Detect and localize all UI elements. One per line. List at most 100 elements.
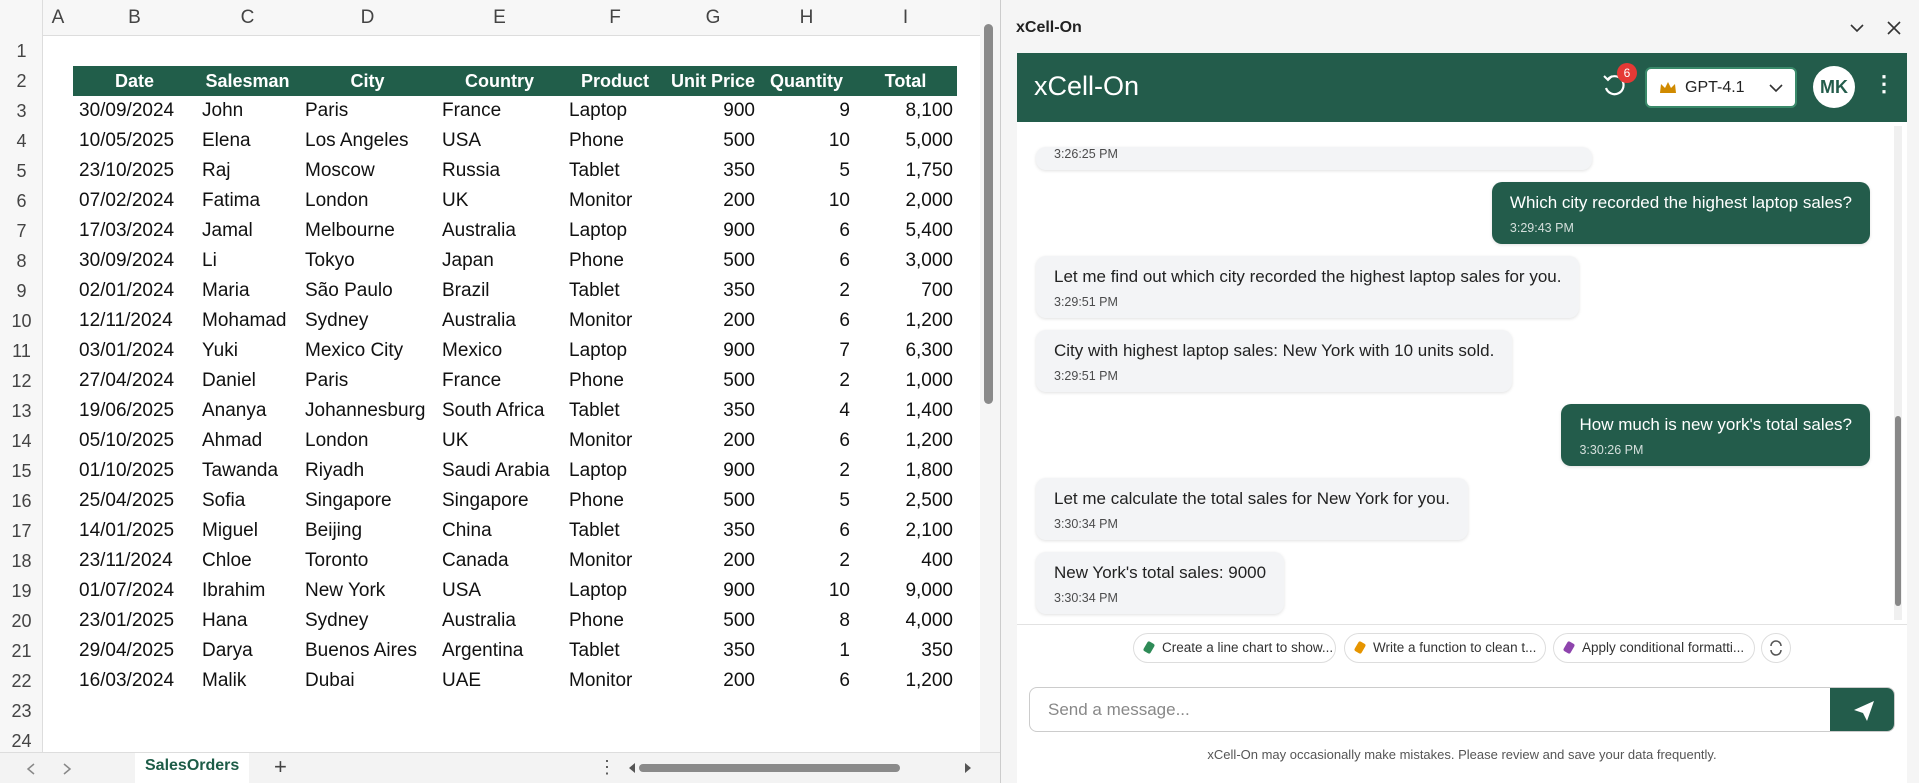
message-time: 3:30:34 PM [1054,591,1118,605]
cell: Japan [442,250,494,271]
horizontal-scrollbar[interactable] [627,762,973,774]
avatar[interactable]: MK [1813,66,1855,108]
row-number: 1 [16,41,27,61]
cell: 9 [839,100,850,121]
row-number: 7 [16,221,27,241]
cell: 7 [839,340,850,361]
cell: Saudi Arabia [442,460,550,481]
message-time: 3:26:25 PM [1054,147,1118,161]
cell: 900 [723,460,755,481]
column-letter: G [705,7,721,28]
cell: 10 [828,130,850,151]
vertical-scrollbar[interactable] [980,0,1000,752]
message-bubble: 3:26:25 PM [1036,147,1592,170]
cell: Monitor [569,190,633,211]
add-sheet-button[interactable]: + [274,754,287,779]
cell: Laptop [569,460,628,481]
cell: 4,000 [905,610,953,631]
cell: Tokyo [305,250,355,271]
cell: 6 [839,310,850,331]
cell: 1,200 [905,430,953,451]
cell: Australia [442,220,516,241]
row-number: 16 [11,491,32,511]
panel-menu[interactable]: ⋮ [1873,71,1895,96]
row-number: 9 [16,281,27,301]
panel-header: xCell-On 6 GPT-4.1 MK ⋮ [1017,53,1907,122]
cell: Monitor [569,670,633,691]
cell: Maria [202,280,250,301]
refresh-suggestions[interactable] [1761,633,1791,663]
message-list: 3:26:25 PM Which city recorded the highes… [1016,122,1886,624]
send-button[interactable] [1830,688,1894,731]
row-number: 22 [11,671,32,691]
cell: 5 [839,160,850,181]
message-text: Let me calculate the total sales for New… [1054,489,1450,508]
message-text: Let me find out which city recorded the … [1054,267,1562,286]
cell: Toronto [305,550,369,571]
cell: 5,000 [905,130,953,151]
cell: Yuki [202,340,238,361]
cell: 2 [839,460,850,481]
row-number: 23 [11,701,32,721]
cell: 23/11/2024 [79,550,173,571]
sheet-tab[interactable]: SalesOrders [135,753,250,783]
cell: 07/02/2024 [79,190,175,211]
message-text: Which city recorded the highest laptop s… [1509,193,1852,212]
cell: 1,800 [905,460,953,481]
cell: Dubai [305,670,355,691]
cell: Mexico City [305,340,404,361]
message-bubble: New York's total sales: 9000 3:30:34 PM [1036,552,1285,614]
row-number: 8 [16,251,27,271]
cell: 25/04/2025 [79,490,175,511]
cell: Raj [202,160,231,181]
cell: 01/10/2025 [79,460,175,481]
cell: USA [442,580,482,601]
cell: 10 [828,580,850,601]
window-title: xCell-On [1016,19,1082,36]
cell: 350 [723,280,755,301]
cell: 500 [723,610,755,631]
panel-title: xCell-On [1034,71,1140,101]
cell: Sofia [202,490,246,511]
cell: 900 [723,340,755,361]
cell: 900 [723,580,755,601]
row-number: 4 [16,131,27,151]
column-letter: B [128,7,141,28]
chip-icon [1562,640,1576,655]
cell: 10/05/2025 [79,130,175,151]
scroll-thumb[interactable] [984,24,993,404]
model-select[interactable]: GPT-4.1 [1645,67,1797,108]
header-cell: Product [580,71,649,91]
chat-scroll-thumb[interactable] [1895,416,1901,606]
message-text: How much is new york's total sales? [1579,415,1852,434]
more-options[interactable]: ⋮ [598,757,616,777]
cell: 30/09/2024 [79,250,175,271]
message-bubble: Let me calculate the total sales for New… [1036,478,1468,540]
crown-icon [1660,82,1676,93]
cell: Li [202,250,217,271]
history-button[interactable] [1601,73,1627,99]
suggestion-chip[interactable]: Apply conditional formatti... [1553,633,1755,663]
cell: 6 [839,670,850,691]
suggestion-chip[interactable]: Create a line chart to show... [1133,633,1336,663]
h-scroll-thumb[interactable] [639,764,900,772]
message-time: 3:29:51 PM [1054,295,1118,309]
row-number: 2 [16,71,27,91]
suggestion-chip[interactable]: Write a function to clean t... [1344,633,1546,663]
cell: Phone [569,370,624,391]
cell: 3,000 [905,250,953,271]
row-number: 10 [11,311,32,331]
chat-scrollbar[interactable] [1894,126,1902,620]
cell: China [442,520,492,541]
cell: Laptop [569,340,628,361]
cell: Johannesburg [305,400,426,421]
cell: Tablet [569,280,620,301]
history-badge: 6 [1617,63,1637,83]
message-input[interactable]: Send a message... [1029,687,1895,732]
cell: 9,000 [905,580,953,601]
tab-nav-arrows[interactable] [24,761,74,777]
window-controls[interactable] [1848,19,1908,37]
chip-text: Create a line chart to show... [1162,640,1334,655]
cell: 1 [839,640,850,661]
cell: 02/01/2024 [79,280,175,301]
